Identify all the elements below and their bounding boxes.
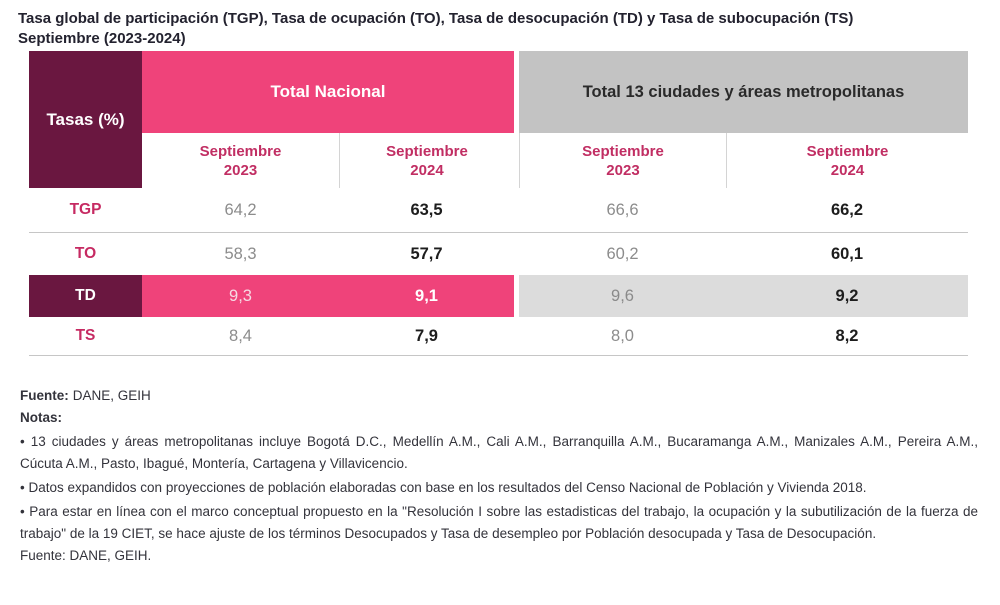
ts-ciudades-2023: 8,0 (611, 326, 634, 345)
section-gutter (514, 233, 519, 275)
row-label-td: TD (29, 275, 142, 317)
section-gutter (514, 188, 519, 232)
row-label-to: TO (74, 245, 97, 262)
section-gutter (514, 51, 519, 188)
source-line: Fuente: DANE, GEIH (20, 385, 978, 407)
section-gutter (514, 317, 519, 355)
tgp-ciudades-2024: 66,2 (830, 200, 864, 219)
note-bullet-cities: • 13 ciudades y áreas metropolitanas inc… (20, 434, 978, 471)
to-nacional-2024: 57,7 (410, 244, 443, 263)
ts-ciudades-2024: 8,2 (835, 326, 859, 345)
row-label-tgp: TGP (69, 201, 102, 218)
td-nacional-2024: 9,1 (339, 275, 514, 317)
source-value: DANE, GEIH (72, 388, 151, 403)
table-row-to: TO 58,3 57,7 60,2 60,1 (29, 233, 968, 275)
to-ciudades-2023: 60,2 (606, 244, 639, 263)
source-line-bottom: Fuente: DANE, GEIH. (20, 548, 152, 563)
source-label: Fuente: (20, 388, 69, 403)
to-nacional-2023: 58,3 (224, 244, 257, 263)
table-row-tgp: TGP 64,2 63,5 66,6 66,2 (29, 188, 968, 233)
row-label-ts: TS (75, 327, 96, 344)
ts-nacional-2024: 7,9 (415, 326, 438, 345)
td-ciudades-2023: 9,6 (519, 275, 726, 317)
td-nacional-2023: 9,3 (142, 275, 339, 317)
page-title-line1: Tasa global de participación (TGP), Tasa… (18, 10, 854, 27)
page-title: Tasa global de participación (TGP), Tasa… (18, 9, 968, 49)
td-ciudades-2024: 9,2 (726, 275, 968, 317)
period-header-ciudades-2024: Septiembre 2024 (726, 133, 968, 188)
to-ciudades-2024: 60,1 (830, 244, 864, 263)
period-header-ciudades-2023: Septiembre 2023 (519, 133, 726, 188)
group-header-total-nacional: Total Nacional (142, 51, 514, 133)
note-bullet-ciet: • Para estar en línea con el marco conce… (20, 504, 978, 541)
tgp-ciudades-2023: 66,6 (606, 200, 639, 219)
corner-header-tasas: Tasas (%) (29, 51, 142, 188)
rates-table: Tasas (%) Total Nacional Total 13 ciudad… (29, 51, 968, 356)
notes-section: Fuente: DANE, GEIH Notas: • 13 ciudades y… (20, 385, 978, 567)
table-row-td-highlighted: TD 9,3 9,1 9,6 9,2 (29, 275, 968, 317)
period-header-nacional-2023: Septiembre 2023 (142, 133, 339, 188)
note-bullet-census: • Datos expandidos con proyecciones de p… (20, 480, 867, 495)
tgp-nacional-2024: 63,5 (410, 200, 443, 219)
tgp-nacional-2023: 64,2 (224, 200, 257, 219)
notes-label: Notas: (20, 410, 63, 425)
group-header-13-ciudades: Total 13 ciudades y áreas metropolitanas (519, 51, 968, 133)
section-gutter (514, 275, 519, 317)
page-title-line2: Septiembre (2023-2024) (18, 30, 186, 47)
table-row-ts: TS 8,4 7,9 8,0 8,2 (29, 317, 968, 356)
period-header-nacional-2024: Septiembre 2024 (339, 133, 514, 188)
table-header: Tasas (%) Total Nacional Total 13 ciudad… (29, 51, 968, 188)
ts-nacional-2023: 8,4 (229, 326, 252, 345)
